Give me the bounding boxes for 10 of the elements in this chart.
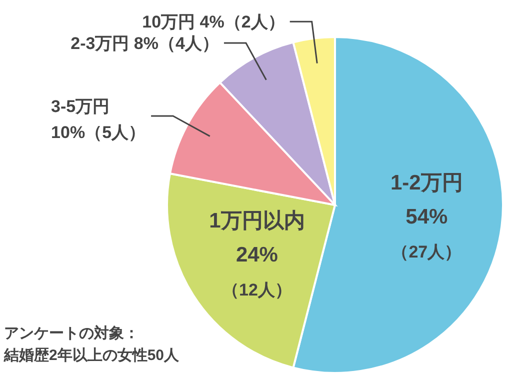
slice-label: 2-3万円 8%（4人）: [70, 34, 219, 54]
text: アンケートの対象：: [4, 324, 139, 342]
data-label: 10%（5人）: [51, 122, 146, 142]
slice-label: 1-2万円: [390, 172, 463, 195]
data-label: 54%（27人）: [392, 206, 462, 262]
slice-label: 3-5万円: [51, 96, 110, 116]
text: 結婚歴2年以上の女性50人: [3, 347, 180, 364]
slice-label: 1万円以内: [209, 210, 305, 233]
data-label: 24%（12人）: [222, 244, 292, 300]
slice-label: 10万円 4%（2人）: [142, 12, 285, 32]
